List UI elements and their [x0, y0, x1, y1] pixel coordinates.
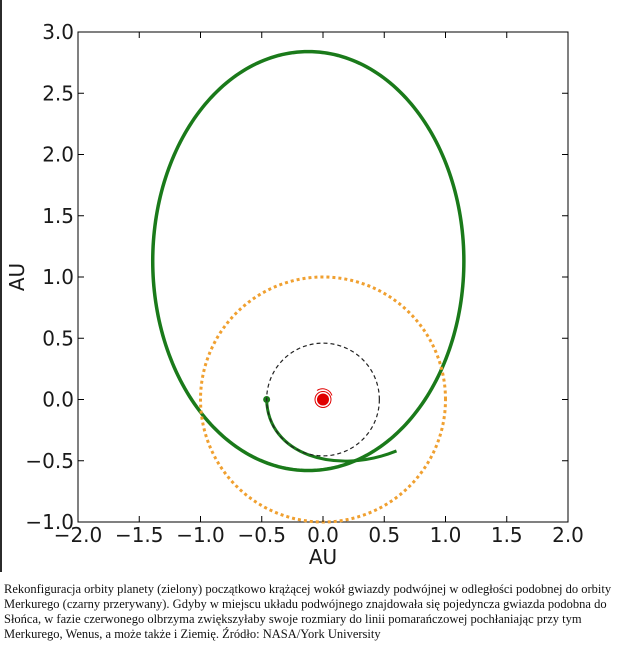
axis-ticks: −2.0 −1.5 −1.0 −0.5 0.0 0.5 1.0 1.5 2.0 −1.0 −0.5 0… [25, 20, 583, 547]
x-tick-label: −0.5 [237, 523, 286, 547]
planet-spiral-path [265, 399, 398, 463]
y-tick-label: −0.5 [25, 449, 74, 473]
x-tick-label: −1.5 [115, 523, 164, 547]
binary-star-orbit-ring [314, 391, 332, 408]
mercury-orbit [266, 342, 380, 457]
plot-area [150, 49, 466, 524]
x-tick-label: −2.0 [54, 523, 103, 547]
y-tick-label: 0.5 [42, 326, 74, 350]
left-border [0, 0, 2, 572]
y-tick-label: 3.0 [42, 20, 74, 44]
x-tick-label: −1.0 [176, 523, 225, 547]
y-tick-label: 0.0 [42, 388, 74, 412]
x-tick-label: 1.5 [491, 523, 523, 547]
red-giant-radius-orbit [198, 275, 448, 524]
x-tick-label: 0.0 [307, 523, 339, 547]
central-star [317, 393, 329, 406]
y-axis-label: AU [5, 263, 29, 291]
planet-final-orbit [150, 49, 466, 473]
y-tick-label: 2.0 [42, 143, 74, 167]
y-tick-label: −1.0 [25, 510, 74, 534]
binary-star-spiral-arc [316, 388, 333, 396]
x-tick-label: 0.5 [368, 523, 400, 547]
figure-caption: Rekonfiguracja orbity planety (zielony) … [4, 582, 612, 641]
y-tick-label: 1.0 [42, 265, 74, 289]
y-tick-label: 2.5 [42, 81, 74, 105]
x-tick-label: 2.0 [552, 523, 584, 547]
y-tick-label: 1.5 [42, 204, 74, 228]
x-tick-label: 1.0 [430, 523, 462, 547]
x-axis-label: AU [309, 545, 337, 569]
orbit-chart: −2.0 −1.5 −1.0 −0.5 0.0 0.5 1.0 1.5 2.0 −1.0 −0.5 0… [5, 20, 584, 569]
